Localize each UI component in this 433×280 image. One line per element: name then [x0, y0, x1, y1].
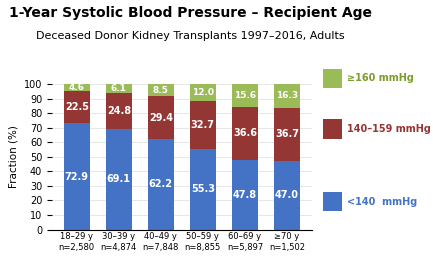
Text: 69.1: 69.1: [107, 174, 131, 184]
Text: 29.4: 29.4: [149, 113, 173, 123]
Bar: [274, 108, 300, 161]
Bar: [274, 161, 300, 230]
Text: 4.6: 4.6: [69, 83, 85, 92]
Bar: [64, 84, 90, 91]
Text: 140–159 mmHg: 140–159 mmHg: [347, 124, 431, 134]
Text: 36.7: 36.7: [275, 129, 299, 139]
Bar: [190, 84, 216, 101]
Bar: [148, 96, 174, 139]
Bar: [64, 91, 90, 123]
Bar: [190, 149, 216, 230]
Text: 16.3: 16.3: [276, 91, 298, 100]
Bar: [148, 84, 174, 96]
Bar: [106, 93, 132, 129]
Text: 47.0: 47.0: [275, 190, 299, 200]
Bar: [190, 101, 216, 149]
Text: 1-Year Systolic Blood Pressure – Recipient Age: 1-Year Systolic Blood Pressure – Recipie…: [9, 6, 372, 20]
Text: 8.5: 8.5: [153, 86, 169, 95]
Y-axis label: Fraction (%): Fraction (%): [8, 125, 18, 188]
Text: 32.7: 32.7: [191, 120, 215, 130]
Text: 12.0: 12.0: [192, 88, 214, 97]
Bar: [232, 107, 258, 160]
Bar: [274, 84, 300, 108]
Text: Deceased Donor Kidney Transplants 1997–2016, Adults: Deceased Donor Kidney Transplants 1997–2…: [36, 31, 345, 41]
Bar: [148, 139, 174, 230]
Text: 6.1: 6.1: [111, 84, 127, 93]
Text: 72.9: 72.9: [65, 172, 89, 181]
Text: 47.8: 47.8: [233, 190, 257, 200]
Bar: [106, 129, 132, 230]
Text: ≥160 mmHg: ≥160 mmHg: [347, 73, 414, 83]
Text: 36.6: 36.6: [233, 128, 257, 138]
Bar: [232, 160, 258, 230]
Bar: [106, 84, 132, 93]
Text: <140  mmHg: <140 mmHg: [347, 197, 417, 207]
Bar: [232, 84, 258, 107]
Bar: [64, 123, 90, 230]
Text: 22.5: 22.5: [65, 102, 89, 112]
Text: 55.3: 55.3: [191, 184, 215, 194]
Text: 62.2: 62.2: [149, 179, 173, 189]
Text: 24.8: 24.8: [107, 106, 131, 116]
Text: 15.6: 15.6: [234, 91, 256, 100]
